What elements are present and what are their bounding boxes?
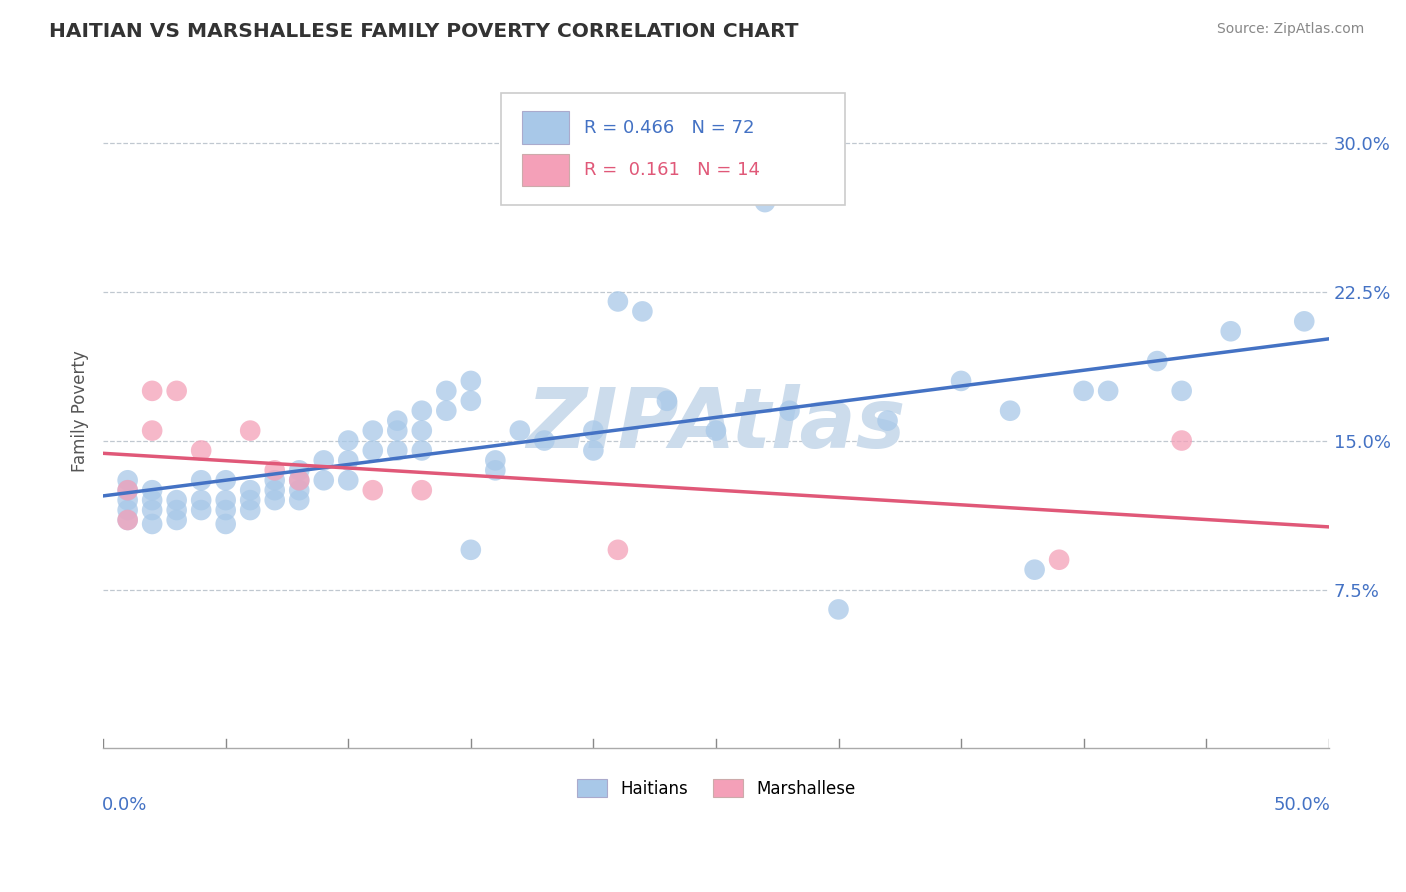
Point [239, 493, 262, 508]
Point [288, 473, 311, 487]
Point [215, 473, 238, 487]
Point [239, 483, 262, 498]
Point [460, 374, 482, 388]
Point [288, 463, 311, 477]
Point [117, 513, 139, 527]
Point [337, 434, 360, 448]
Point [190, 473, 212, 487]
Point [558, 185, 581, 199]
Point [411, 403, 433, 417]
Point [288, 473, 311, 487]
Point [337, 453, 360, 467]
Point [312, 453, 335, 467]
Point [190, 503, 212, 517]
Point [361, 443, 384, 458]
Point [166, 493, 188, 508]
Point [1146, 354, 1168, 368]
Point [141, 503, 163, 517]
Point [166, 384, 188, 398]
Point [312, 473, 335, 487]
Point [1170, 384, 1192, 398]
Point [1073, 384, 1095, 398]
Legend: Haitians, Marshallese: Haitians, Marshallese [569, 772, 862, 805]
Point [141, 483, 163, 498]
Point [655, 393, 678, 408]
Point [263, 473, 285, 487]
Point [582, 443, 605, 458]
Point [288, 493, 311, 508]
Text: 50.0%: 50.0% [1272, 796, 1330, 814]
Text: HAITIAN VS MARSHALLESE FAMILY POVERTY CORRELATION CHART: HAITIAN VS MARSHALLESE FAMILY POVERTY CO… [49, 22, 799, 41]
Text: 0.0%: 0.0% [101, 796, 148, 814]
Point [779, 403, 801, 417]
Point [606, 294, 628, 309]
Point [166, 503, 188, 517]
Point [1170, 434, 1192, 448]
Point [361, 483, 384, 498]
Point [141, 384, 163, 398]
Point [484, 463, 506, 477]
Point [827, 602, 849, 616]
Text: ZIPAtlas: ZIPAtlas [526, 384, 905, 465]
Point [117, 483, 139, 498]
Point [166, 513, 188, 527]
Point [1024, 563, 1046, 577]
Point [117, 483, 139, 498]
Point [484, 453, 506, 467]
Point [1047, 553, 1070, 567]
Text: R = 0.466   N = 72: R = 0.466 N = 72 [583, 119, 754, 136]
Point [1294, 314, 1316, 328]
Point [141, 493, 163, 508]
Point [387, 424, 409, 438]
Point [460, 542, 482, 557]
Point [263, 493, 285, 508]
Point [411, 424, 433, 438]
Point [263, 463, 285, 477]
Point [606, 542, 628, 557]
Point [117, 503, 139, 517]
Point [141, 424, 163, 438]
Point [263, 483, 285, 498]
Point [950, 374, 973, 388]
Point [998, 403, 1021, 417]
Point [288, 483, 311, 498]
Point [434, 403, 457, 417]
Point [215, 516, 238, 531]
Point [117, 513, 139, 527]
Point [387, 443, 409, 458]
Point [215, 503, 238, 517]
Point [215, 493, 238, 508]
Point [387, 414, 409, 428]
Y-axis label: Family Poverty: Family Poverty [72, 350, 89, 472]
Point [754, 195, 776, 210]
FancyBboxPatch shape [522, 154, 569, 186]
Point [1219, 324, 1241, 338]
Point [190, 493, 212, 508]
Point [876, 414, 898, 428]
Point [460, 393, 482, 408]
Point [190, 443, 212, 458]
Point [582, 424, 605, 438]
Point [117, 493, 139, 508]
Point [239, 424, 262, 438]
Point [509, 424, 531, 438]
FancyBboxPatch shape [502, 94, 845, 204]
FancyBboxPatch shape [522, 112, 569, 144]
Point [533, 434, 555, 448]
Point [631, 304, 654, 318]
Point [411, 483, 433, 498]
Point [411, 443, 433, 458]
Point [704, 424, 727, 438]
Text: R =  0.161   N = 14: R = 0.161 N = 14 [583, 161, 759, 179]
Point [434, 384, 457, 398]
Point [141, 516, 163, 531]
Point [361, 424, 384, 438]
Point [1097, 384, 1119, 398]
Text: Source: ZipAtlas.com: Source: ZipAtlas.com [1216, 22, 1364, 37]
Point [337, 473, 360, 487]
Point [239, 503, 262, 517]
Point [117, 473, 139, 487]
